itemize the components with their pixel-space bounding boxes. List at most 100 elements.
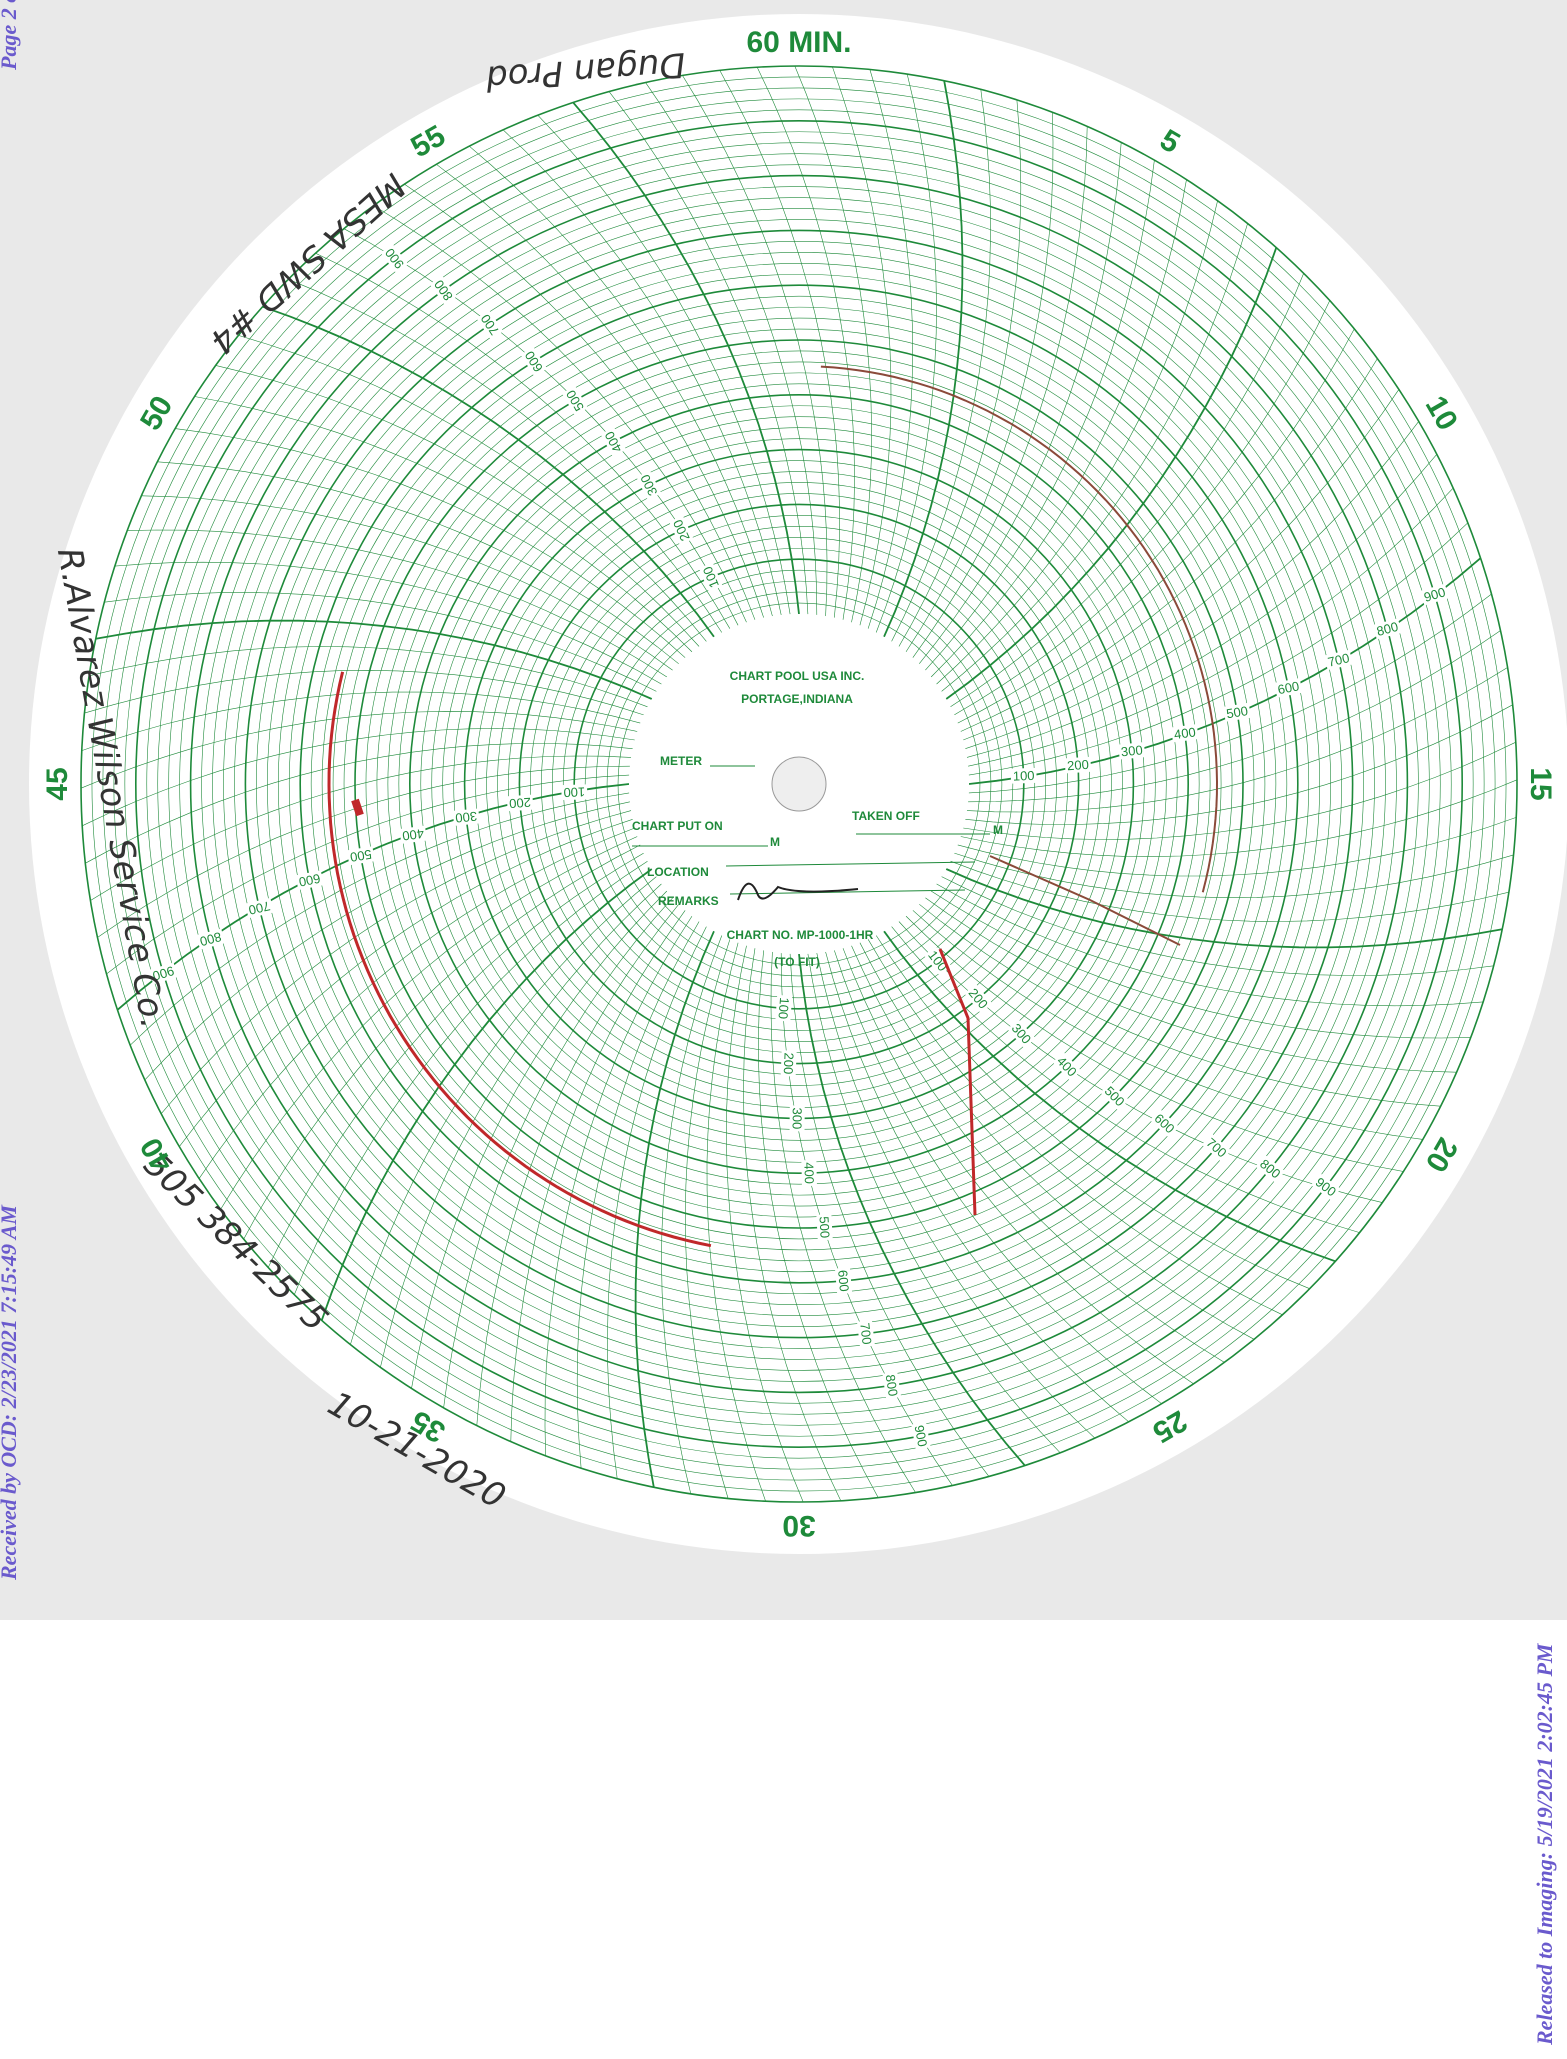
time-line [90,755,632,901]
time-line [936,200,1218,685]
scale-label: 500 [349,847,373,865]
time-line [950,273,1304,708]
grid-circle [102,87,1496,1481]
label-backing [789,1105,805,1132]
label-backing [698,562,723,592]
time-line [945,868,1503,949]
grid-circle [310,295,1288,1273]
scale-label: 900 [151,963,176,984]
rule [725,861,976,867]
label-backing [476,309,504,340]
time-line [607,926,707,1479]
time-line [832,66,892,626]
time-line [960,358,1378,732]
scale-label: 400 [401,826,424,844]
time-line [968,593,1492,794]
scale-label: 900 [1422,584,1447,605]
grid-circle [573,558,1025,1010]
time-line [867,939,1283,1316]
time-line [82,728,635,827]
scale-label: 700 [857,1322,874,1345]
minute-label: 45 [41,767,74,800]
time-line [411,890,668,1389]
scale-label: 800 [1375,619,1400,639]
put-on-label: CHART PUT ON [632,819,723,833]
time-line [661,935,723,1494]
label-backing [1420,583,1450,606]
time-line [175,428,686,658]
time-line [743,948,842,1501]
time-line [160,810,632,1114]
time-line [912,126,1088,658]
time-line [179,819,633,1147]
minute-label: 30 [782,1509,815,1542]
time-line [954,300,1331,716]
location-label: LOCATION [647,865,709,879]
time-line [867,69,914,629]
time-line [925,160,1155,671]
label-backing [346,846,375,866]
grid-circle [332,317,1266,1251]
grid-circle [277,262,1321,1306]
time-line [960,779,1518,857]
time-line [756,67,855,620]
minute-label: 15 [1524,767,1557,800]
time-line [834,950,1162,1404]
time-line [807,953,1061,1454]
label-backing [1311,1173,1341,1201]
time-line [443,897,673,1408]
label-backing [562,385,588,416]
grid-circle [299,284,1299,1284]
time-line [469,145,773,617]
time-line [941,876,1494,976]
time-line [825,951,1129,1423]
taken-off-label: TAKEN OFF [852,809,920,823]
label-backing [911,1421,931,1450]
time-line [758,950,879,1498]
grid-circle [562,547,1036,1021]
scale-label: 800 [883,1373,901,1397]
grid-circle [256,241,1342,1327]
time-line [883,80,964,638]
grid-circle [354,339,1244,1229]
label-backing [1150,1109,1180,1138]
scale-label: 300 [790,1107,805,1129]
grid-circle [223,208,1375,1360]
time-line [912,910,1423,1140]
scale-label: 100 [775,997,792,1020]
time-line [963,741,1516,840]
put-on-unit: M [770,835,780,849]
time-line [127,529,668,678]
label-backing [295,870,324,891]
ink-trace [938,948,977,1216]
time-line [883,930,1336,1263]
label-backing [1052,1051,1082,1081]
label-backing [600,427,627,457]
grid-circle [365,350,1233,1218]
grid-circle [584,569,1014,999]
meter-label: METER [660,754,702,768]
remarks-label: REMARKS [658,894,719,908]
grid-circle [113,98,1485,1470]
time-line [963,389,1400,741]
label-backing [636,470,662,501]
time-line [851,945,1225,1363]
grid-circle [376,361,1222,1207]
ink-trace [820,365,1219,893]
time-line [945,247,1278,700]
grid-circle [267,252,1331,1316]
chart-grid: 100 200 300 400 500 600 700 800 900 100 200 300 400 5… [80,65,1518,1503]
label-backing [834,1267,853,1295]
label-backing [1118,742,1146,760]
time-line [510,910,686,1442]
scale-label: 200 [781,1052,797,1074]
time-line [941,223,1248,692]
time-line [315,252,731,629]
time-line [859,942,1255,1340]
label-backing [399,825,427,844]
scale-label: 600 [298,871,322,890]
scale-label: 600 [1276,678,1300,697]
scale-label: 700 [247,898,271,917]
grid-circle [486,471,1112,1097]
